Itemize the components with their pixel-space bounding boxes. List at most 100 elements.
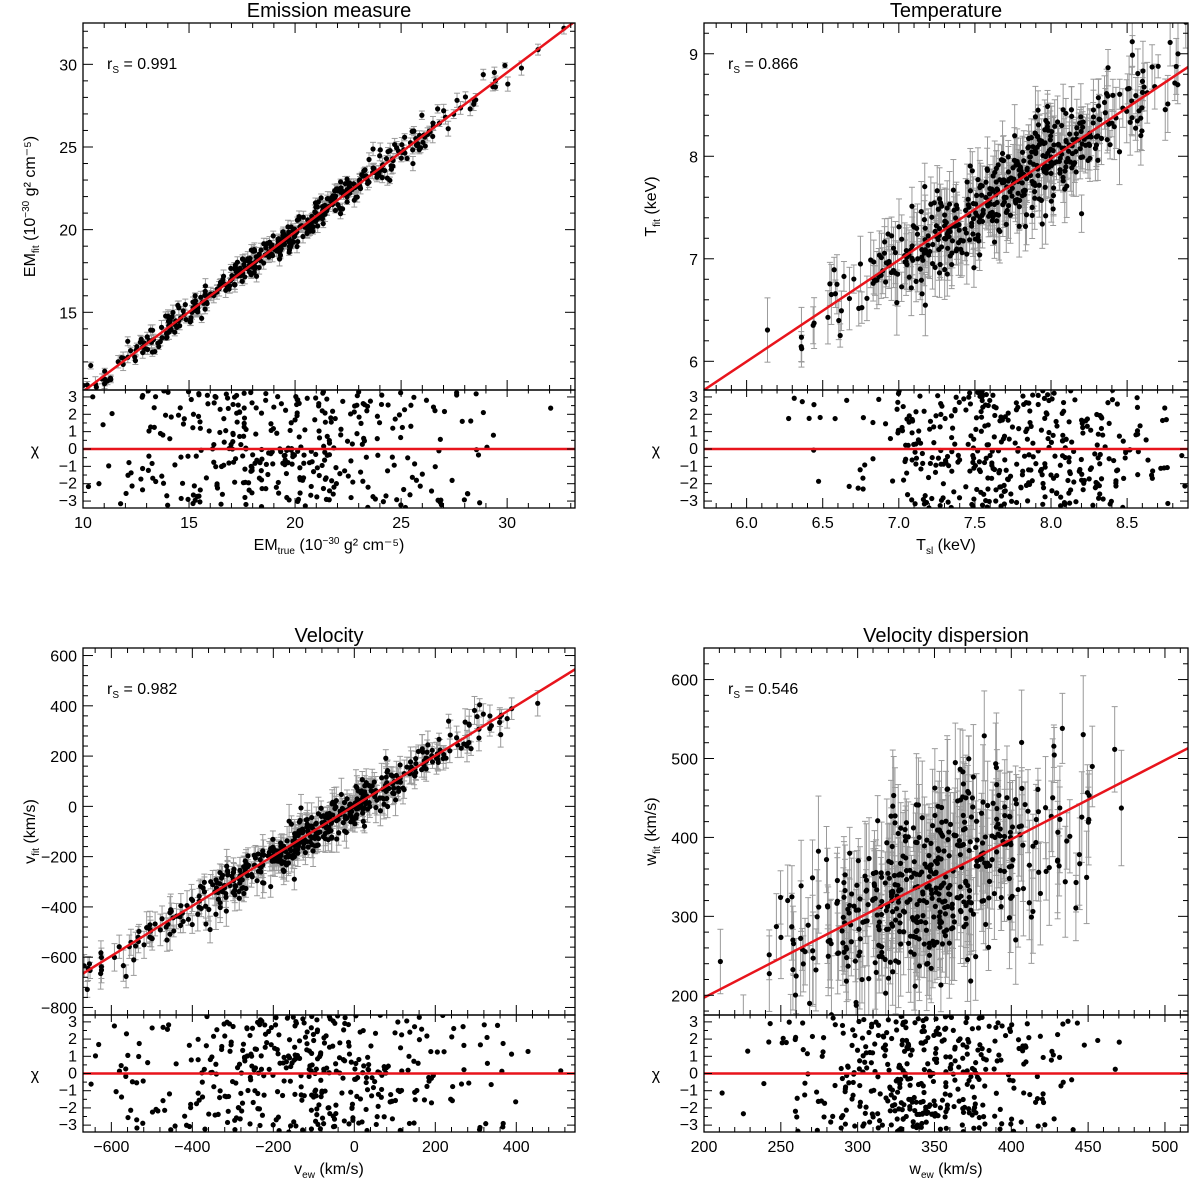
residual-point xyxy=(1076,468,1082,474)
residual-point xyxy=(242,466,248,472)
data-point xyxy=(925,233,931,239)
residual-point xyxy=(243,501,249,508)
residual-point xyxy=(338,426,344,432)
data-point xyxy=(1047,137,1053,143)
residual-point xyxy=(857,467,863,473)
residual-point xyxy=(1060,399,1067,406)
data-point xyxy=(950,187,956,193)
residual-point xyxy=(204,392,210,398)
data-point xyxy=(954,246,960,252)
residual-point xyxy=(955,452,961,459)
residual-point xyxy=(948,413,955,419)
residual-point xyxy=(985,475,991,481)
residual-point xyxy=(167,436,173,442)
residual-point xyxy=(384,468,391,474)
y-tick-label: 6 xyxy=(689,354,698,371)
residual-point xyxy=(971,496,977,502)
data-point xyxy=(922,225,928,231)
data-point xyxy=(1104,137,1110,143)
data-point xyxy=(318,195,324,201)
residual-point xyxy=(356,414,362,420)
x-tick-label: 10 xyxy=(74,515,92,532)
residual-point xyxy=(1030,392,1036,398)
data-point xyxy=(1056,158,1062,165)
data-point xyxy=(505,81,511,87)
data-point xyxy=(134,344,140,350)
data-point xyxy=(1067,131,1073,137)
residual-point xyxy=(398,434,404,441)
data-point xyxy=(1032,195,1038,201)
data-point xyxy=(1116,149,1123,155)
data-point xyxy=(344,199,350,205)
data-point xyxy=(335,202,341,208)
residual-point xyxy=(978,408,984,415)
residual-point xyxy=(278,401,284,407)
residual-point xyxy=(1094,442,1100,448)
data-point xyxy=(1139,128,1145,134)
residual-point xyxy=(354,431,360,437)
residual-point xyxy=(966,394,972,400)
data-point xyxy=(410,147,416,153)
temperature-residuals xyxy=(704,390,1188,508)
data-point xyxy=(172,329,178,335)
residual-point xyxy=(428,488,435,494)
data-point xyxy=(270,233,276,239)
data-point xyxy=(182,302,188,308)
data-point xyxy=(1125,86,1131,92)
residual-point xyxy=(985,422,991,428)
data-point xyxy=(239,278,245,284)
residual-point xyxy=(468,418,474,424)
data-point xyxy=(1129,98,1135,104)
res-tick-label: −1 xyxy=(680,458,698,475)
residual-point xyxy=(943,460,949,466)
residual-point xyxy=(423,397,430,403)
residual-point xyxy=(322,410,328,416)
residual-point xyxy=(282,452,288,458)
residual-point xyxy=(413,477,420,483)
residual-point xyxy=(217,429,223,436)
data-point xyxy=(1060,178,1066,184)
x-tick-label: 15 xyxy=(180,515,198,532)
data-point xyxy=(1003,221,1009,227)
data-point xyxy=(132,357,139,364)
data-point xyxy=(202,288,208,294)
residual-point xyxy=(157,430,164,437)
data-point xyxy=(1107,142,1113,148)
data-point xyxy=(430,133,436,139)
data-point xyxy=(388,163,394,169)
residual-point xyxy=(358,420,364,426)
residual-point xyxy=(248,390,254,396)
data-point xyxy=(1063,159,1069,165)
residual-point xyxy=(153,478,159,485)
data-point xyxy=(1073,169,1079,175)
residual-point xyxy=(1098,425,1105,432)
data-point xyxy=(1011,176,1017,182)
residual-point xyxy=(1030,454,1036,460)
residual-point xyxy=(1093,479,1099,486)
residual-point xyxy=(195,413,202,419)
residual-point xyxy=(906,419,912,425)
residual-point xyxy=(459,418,465,424)
residual-point xyxy=(238,441,244,448)
residual-point xyxy=(312,417,318,423)
residual-point xyxy=(271,404,277,410)
data-point xyxy=(371,166,377,172)
residual-point xyxy=(211,400,217,406)
y-tick-label: 7 xyxy=(689,252,698,269)
data-point xyxy=(1073,131,1079,137)
data-point xyxy=(422,143,428,149)
data-point xyxy=(286,229,292,235)
residual-point xyxy=(1042,464,1048,470)
residual-point xyxy=(196,390,202,397)
data-point xyxy=(187,319,193,325)
residual-point xyxy=(117,501,124,507)
data-point xyxy=(1044,120,1051,126)
data-point xyxy=(1039,221,1045,227)
residual-point xyxy=(401,486,407,493)
y-tick-label: 9 xyxy=(689,47,698,64)
residual-point xyxy=(324,396,330,402)
residual-point xyxy=(363,454,369,460)
residual-point xyxy=(253,431,259,437)
residual-point xyxy=(970,503,976,508)
data-point xyxy=(344,176,350,182)
